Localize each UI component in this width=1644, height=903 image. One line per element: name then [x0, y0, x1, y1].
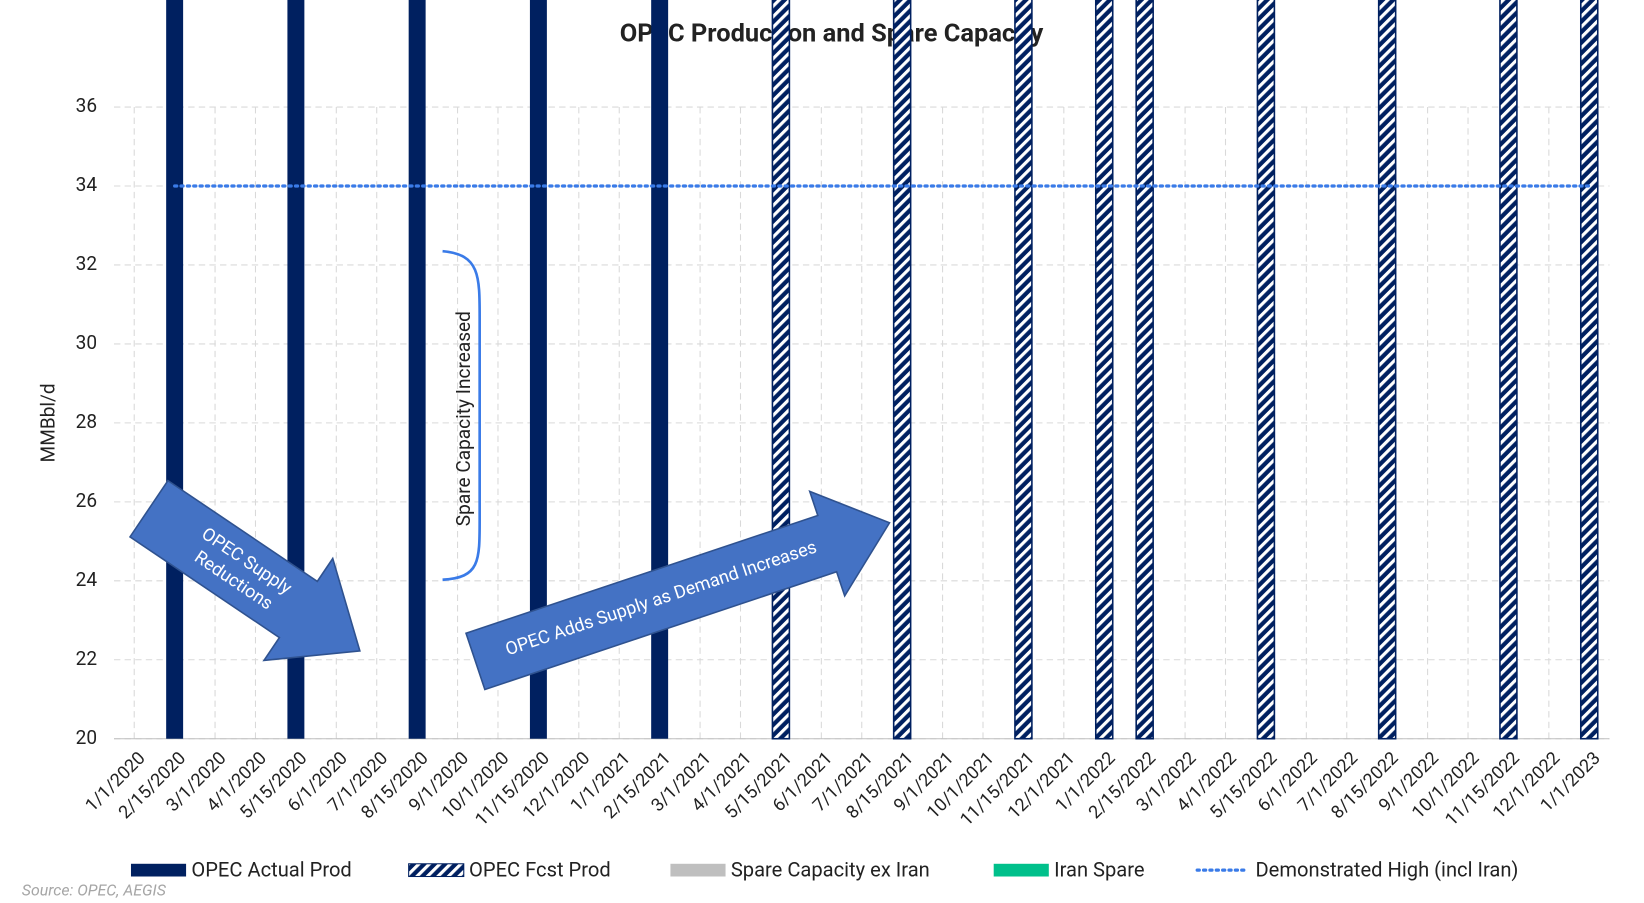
- bar-segment: [771, 0, 791, 740]
- y-tick-label: 28: [76, 410, 97, 433]
- bar-segment: [408, 0, 426, 739]
- bracket: [442, 249, 481, 582]
- y-tick-label: 26: [76, 489, 97, 512]
- legend-swatch: [993, 863, 1049, 877]
- bar-segment: [1499, 0, 1518, 740]
- legend-label: Demonstrated High (incl Iran): [1255, 858, 1518, 882]
- legend-label: Iran Spare: [1054, 858, 1144, 882]
- bar-segment: [1579, 0, 1599, 740]
- bar-segment: [1014, 0, 1033, 740]
- y-axis-label: MMBbl/d: [36, 383, 59, 462]
- source: Source: OPEC, AEGIS: [22, 881, 167, 900]
- bar-segment: [1094, 0, 1114, 740]
- legend-label: Spare Capacity ex Iran: [731, 858, 930, 882]
- bar-segment: [166, 0, 184, 739]
- arrow: OPEC Adds Supply as Demand Increases: [465, 490, 891, 691]
- bar-segment: [1135, 0, 1154, 740]
- legend: OPEC Actual Prod OPEC Fcst Prod Spare Capa…: [130, 858, 1518, 882]
- legend-swatch: [130, 863, 187, 877]
- bar-segment: [1377, 0, 1397, 740]
- arrow: OPEC SupplyReductions: [128, 479, 361, 662]
- bar-segment: [892, 0, 912, 740]
- bar-segment: [1256, 0, 1276, 740]
- y-tick-label: 20: [76, 726, 97, 749]
- legend-swatch: [670, 863, 726, 877]
- legend-swatch: [408, 863, 465, 878]
- y-tick-label: 34: [76, 173, 98, 196]
- y-tick-label: 36: [76, 94, 97, 117]
- y-tick-label: 22: [76, 647, 97, 670]
- y-tick-label: 30: [76, 331, 97, 354]
- annotation: Spare Capacity Increased: [452, 311, 475, 526]
- plot-area: 2022242628303234361/1/20202/15/20203/1/2…: [76, 0, 1610, 830]
- chart-title: OPEC Production and Spare Capacity: [620, 19, 1044, 49]
- y-tick-label: 24: [76, 568, 98, 591]
- y-tick-label: 32: [76, 252, 97, 275]
- legend-label: OPEC Actual Prod: [191, 858, 351, 882]
- legend-label: OPEC Fcst Prod: [469, 858, 611, 882]
